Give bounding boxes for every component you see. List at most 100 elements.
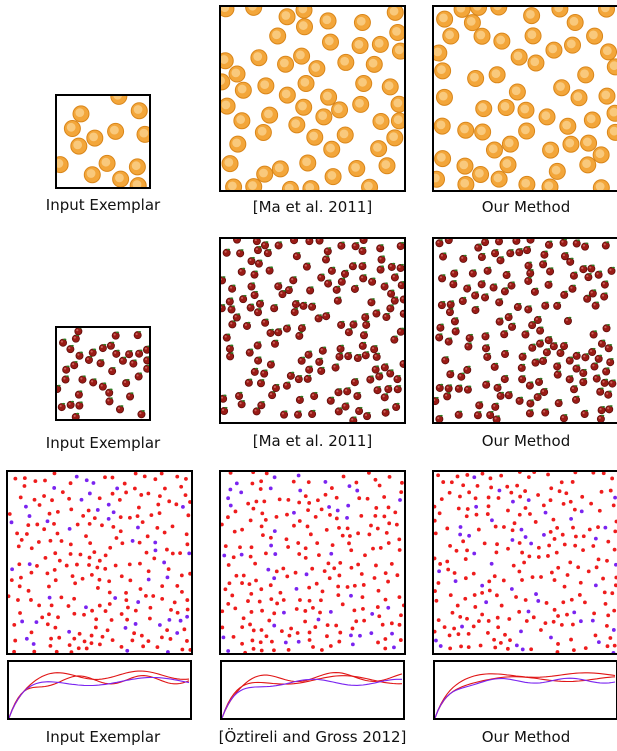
red-point [311,605,315,610]
red-point [47,511,52,516]
orange-element [110,96,128,105]
red-point [254,578,258,583]
cherry-element [225,344,234,353]
red-point [511,563,516,568]
orange-element [288,116,306,134]
cherry-element [553,301,562,310]
orange-element [245,7,263,16]
purple-point [529,541,534,546]
red-point [445,559,450,564]
cherry-element [221,406,229,416]
orange-element [355,75,373,93]
red-point [226,601,231,606]
cherry-element [225,297,234,306]
red-point [126,605,130,610]
orange-element [606,123,617,141]
correlation-curve [9,675,190,718]
red-point [340,533,345,538]
cherry-element [75,351,84,360]
cherry-element [327,266,336,275]
cherry-element [221,394,228,403]
red-point [275,601,280,606]
cherry-element [590,362,599,371]
red-point [100,634,105,639]
red-point [316,498,320,503]
cherry-element [523,245,532,255]
red-point [495,615,500,620]
orange-element [315,108,333,126]
red-point [373,513,378,518]
cherry-element [372,352,381,361]
red-point [539,628,543,632]
correlation-curve [435,677,616,718]
cherry-element [572,364,581,373]
red-point [384,531,389,535]
red-point [87,555,92,560]
red-point [287,633,292,638]
red-point [303,494,308,499]
purple-point [136,525,140,530]
cherry-element [540,250,549,259]
cherry-element [502,270,511,280]
red-point [107,590,112,595]
red-point [32,649,37,653]
cherry-element [539,356,548,365]
red-point [530,575,535,580]
red-point [486,495,491,500]
orange-element [580,134,598,152]
red-point [66,604,71,608]
red-point [354,480,359,485]
correlation-curve [222,672,403,718]
cherry-element [260,369,269,378]
red-point [94,617,99,622]
red-point [49,636,53,641]
red-point [223,587,228,592]
cherry-element [377,255,386,264]
red-point [16,544,21,549]
orange-element [564,36,582,54]
red-point [597,508,602,513]
red-point [337,525,341,530]
cherry-element [284,285,293,295]
orange-element [434,150,452,168]
red-point [268,583,273,588]
orange-element [234,81,252,99]
red-point [561,600,566,605]
cherry-element [250,270,259,279]
red-point [117,498,122,502]
red-point [434,629,437,634]
red-point [487,579,492,584]
red-point [246,501,251,506]
red-point [263,517,268,522]
red-point [348,534,352,538]
red-point [583,600,587,605]
purple-point [268,486,273,491]
red-point [592,611,597,616]
orange-element [508,83,526,101]
orange-element [261,106,279,124]
red-point [486,504,491,509]
cherry-element [295,395,304,404]
red-point [441,480,446,484]
red-point [272,648,276,653]
red-point [250,481,255,486]
red-point [37,603,42,608]
red-point [434,589,437,593]
purple-point [316,617,321,622]
orange-element [566,14,584,32]
red-point [305,524,310,529]
purple-point [45,519,50,524]
cherry-element [441,356,450,365]
cherry-element [98,343,107,353]
red-point [286,545,291,549]
cherry-element [143,356,149,365]
cherry-element [270,304,279,313]
red-point [447,633,452,638]
red-point [148,616,152,621]
red-point [461,539,466,544]
red-point [578,580,583,585]
cherry-element [361,351,370,360]
red-point [163,486,167,491]
red-point [155,645,160,650]
purple-point [590,618,595,623]
